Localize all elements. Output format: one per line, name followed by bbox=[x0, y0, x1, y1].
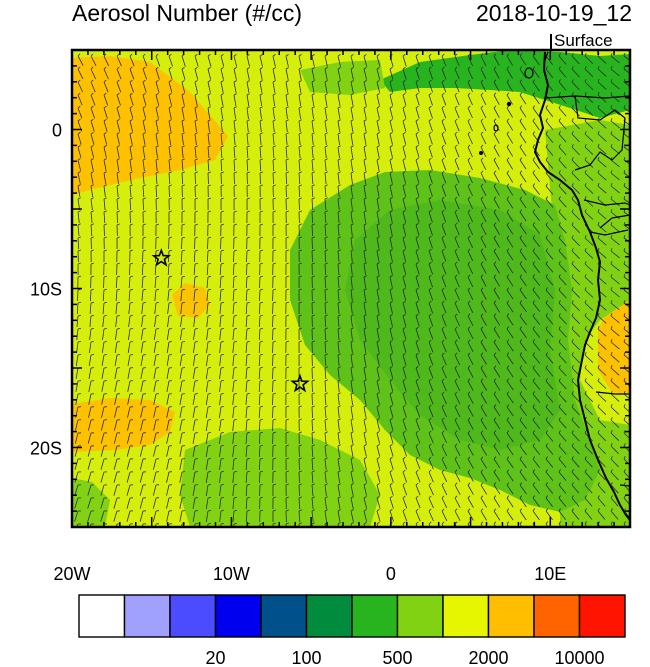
colorbar-swatch bbox=[214, 594, 262, 638]
aerosol-patch-high-east bbox=[598, 300, 630, 395]
aerosol-patch-mid-sw bbox=[72, 478, 110, 527]
aerosol-patch-high-nw bbox=[72, 56, 228, 195]
colorbar-swatch bbox=[396, 594, 444, 638]
station-markers bbox=[151, 247, 310, 393]
islands bbox=[479, 67, 534, 156]
aerosol-patch-north-light bbox=[300, 60, 385, 95]
wind-barb-set bbox=[74, 52, 630, 527]
map-datetime: 2018-10-19_12 bbox=[475, 0, 632, 26]
colorbar-swatch bbox=[169, 594, 217, 638]
station-star-marker bbox=[151, 247, 172, 267]
aerosol-plume-inner bbox=[345, 200, 560, 450]
colorbar-swatch bbox=[578, 594, 626, 638]
coastline bbox=[533, 51, 630, 521]
aerosol-patch-high-sw bbox=[72, 398, 175, 452]
aerosol-patch-north-band bbox=[380, 50, 630, 118]
map-title: Aerosol Number (#/cc) bbox=[72, 0, 303, 26]
colorbar-swatch bbox=[78, 594, 126, 638]
colorbar-label: 2000 bbox=[468, 648, 508, 667]
map-plot-area bbox=[72, 50, 630, 527]
colorbar-label: 100 bbox=[291, 648, 321, 667]
colorbar-swatch bbox=[533, 594, 581, 638]
colorbar-label: 10000 bbox=[554, 648, 604, 667]
colorbar-swatch bbox=[487, 594, 535, 638]
axis-ticks bbox=[71, 49, 631, 528]
colorbar-label: 20 bbox=[205, 648, 225, 667]
colorbar bbox=[78, 594, 626, 638]
x-tick-label: 10W bbox=[213, 564, 250, 584]
y-tick-label: 20S bbox=[30, 439, 62, 459]
colorbar-labels: 20 100 500 2000 10000 bbox=[205, 648, 604, 667]
x-axis-labels: 20W 10W 0 10E bbox=[53, 564, 566, 584]
colorbar-swatch bbox=[351, 594, 399, 638]
station-star-marker bbox=[290, 373, 310, 393]
x-tick-label: 10E bbox=[534, 564, 566, 584]
colorbar-swatch bbox=[123, 594, 171, 638]
level-label: Surface bbox=[554, 31, 613, 50]
colorbar-swatch bbox=[260, 594, 308, 638]
aerosol-patch-mid-south bbox=[180, 428, 380, 527]
y-tick-label: 10S bbox=[30, 280, 62, 300]
colorbar-swatch bbox=[305, 594, 353, 638]
wind-barbs bbox=[74, 52, 630, 527]
colorbar-label: 500 bbox=[382, 648, 412, 667]
country-borders bbox=[544, 51, 630, 487]
level-marker bbox=[550, 34, 552, 49]
y-tick-label: 0 bbox=[52, 121, 62, 141]
x-tick-label: 0 bbox=[386, 564, 396, 584]
x-tick-label: 20W bbox=[53, 564, 90, 584]
y-axis-labels: 0 10S 20S bbox=[30, 121, 62, 459]
colorbar-swatch bbox=[442, 594, 490, 638]
